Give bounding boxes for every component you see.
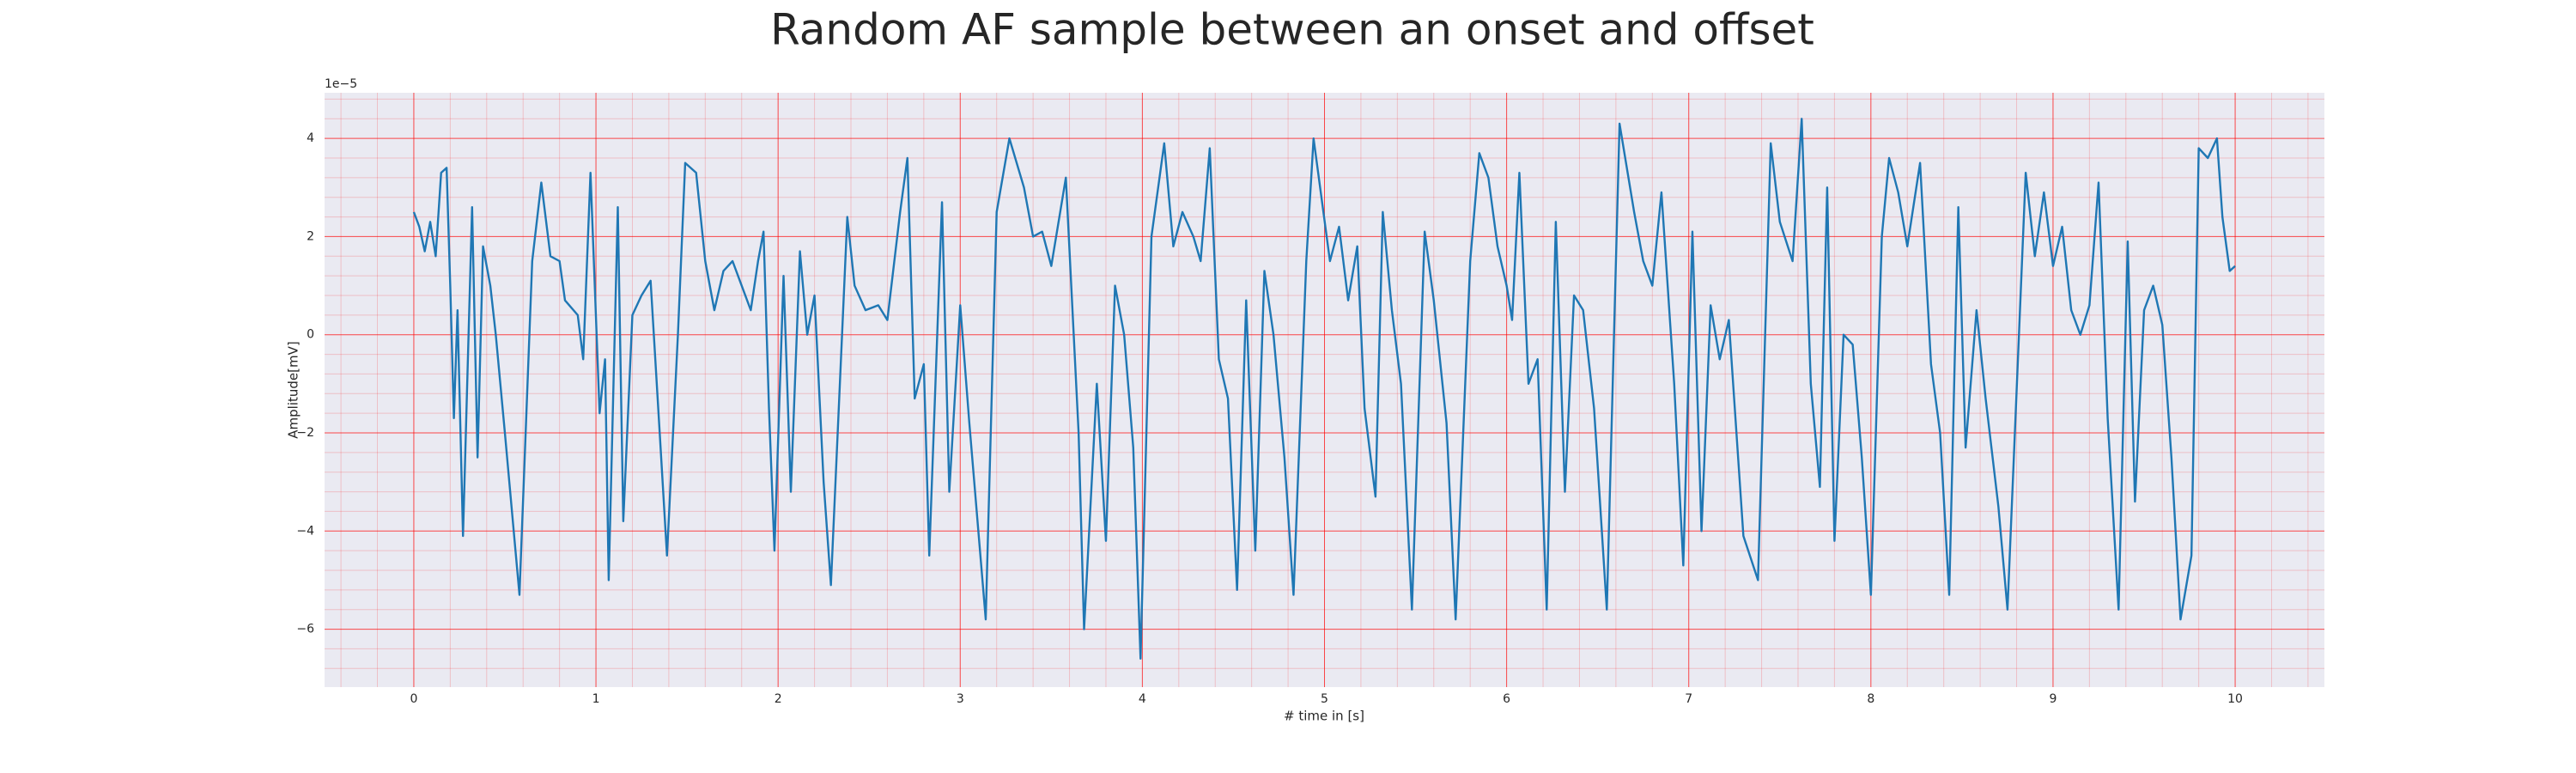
- y-tick-label: −4: [296, 524, 314, 538]
- y-tick-label: 0: [307, 328, 314, 342]
- y-tick-label: −2: [296, 426, 314, 440]
- x-tick-label: 8: [1867, 692, 1874, 706]
- y-tick-label: −6: [296, 623, 314, 636]
- x-axis-label: # time in [s]: [1284, 709, 1364, 724]
- x-tick-label: 5: [1321, 692, 1328, 706]
- x-tick-label: 10: [2227, 692, 2243, 706]
- y-offset-label: 1e−5: [325, 77, 357, 91]
- x-tick-label: 1: [592, 692, 600, 706]
- x-tick-label: 0: [410, 692, 417, 706]
- x-tick-label: 6: [1503, 692, 1510, 706]
- x-tick-label: 4: [1139, 692, 1146, 706]
- y-tick-label: 4: [307, 131, 314, 145]
- x-tick-label: 2: [775, 692, 782, 706]
- series-line: [412, 118, 2236, 660]
- x-tick-label: 3: [957, 692, 964, 706]
- x-tick-label: 7: [1685, 692, 1692, 706]
- x-tick-label: 9: [2049, 692, 2057, 706]
- y-tick-label: 2: [307, 229, 314, 243]
- y-axis-label: Amplitude[mV]: [286, 341, 301, 438]
- chart-title: Random AF sample between an onset and of…: [770, 5, 1814, 55]
